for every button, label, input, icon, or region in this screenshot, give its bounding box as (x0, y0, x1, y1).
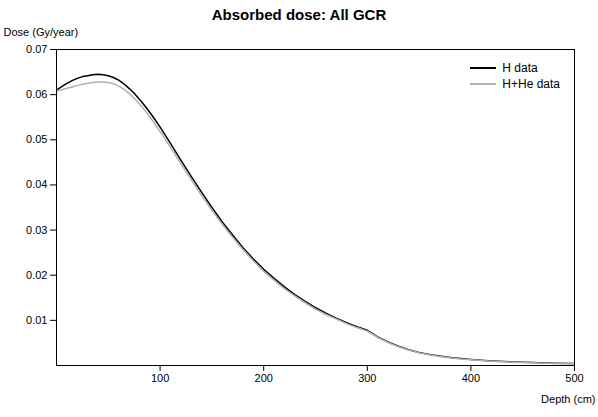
svg-text:100: 100 (151, 372, 169, 384)
html-text:Absorbed dose: All GCR: Absorbed dose: All GCR (211, 6, 387, 23)
svg-text:500: 500 (565, 372, 583, 384)
svg-text:Depth (cm): Depth (cm) (541, 393, 595, 405)
svg-text:0.02: 0.02 (26, 269, 47, 281)
html-text:H data: H data (502, 61, 538, 75)
svg-text:0.03: 0.03 (26, 224, 47, 236)
svg-text:Dose (Gy/year): Dose (Gy/year) (4, 26, 79, 38)
svg-text:400: 400 (462, 372, 480, 384)
svg-text:0.04: 0.04 (26, 178, 47, 190)
svg-text:0.01: 0.01 (26, 314, 47, 326)
html-text:H+He data: H+He data (502, 77, 560, 91)
svg-text:300: 300 (358, 372, 376, 384)
svg-text:0.06: 0.06 (26, 88, 47, 100)
svg-text:200: 200 (255, 372, 273, 384)
svg-text:0.07: 0.07 (26, 43, 47, 55)
svg-text:0.05: 0.05 (26, 133, 47, 145)
